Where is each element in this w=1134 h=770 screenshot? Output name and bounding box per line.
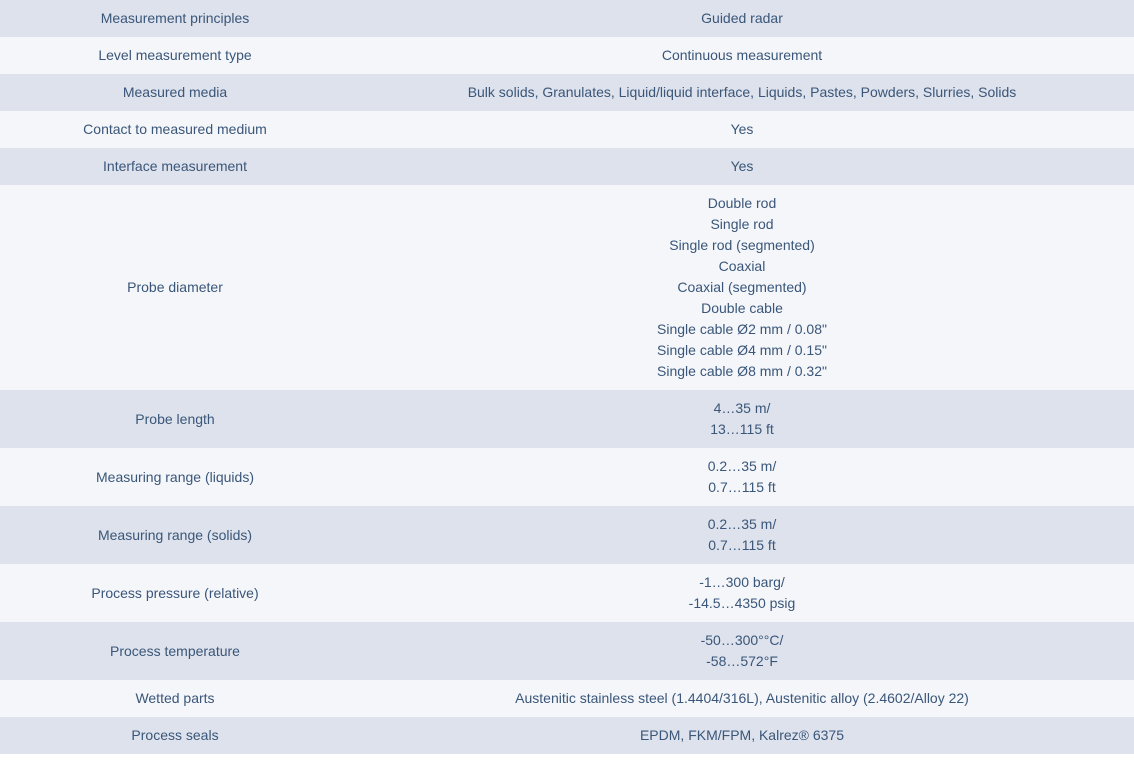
table-row: Measurement principles Guided radar (0, 0, 1134, 37)
row-value-line: 0.2…35 m/ (362, 456, 1122, 477)
row-value-line: Coaxial (segmented) (362, 277, 1122, 298)
row-value-line: -1…300 barg/ (362, 572, 1122, 593)
row-value: EPDM, FKM/FPM, Kalrez® 6375 (350, 717, 1134, 754)
table-row: Probe length4…35 m/13…115 ft (0, 390, 1134, 448)
row-value-line: -14.5…4350 psig (362, 593, 1122, 614)
row-value-line: Guided radar (362, 8, 1122, 29)
row-value: 0.2…35 m/0.7…115 ft (350, 448, 1134, 506)
spec-table-body: Measurement principles Guided radar Level … (0, 0, 1134, 754)
row-value-line: 0.7…115 ft (362, 477, 1122, 498)
table-row: Probe diameterDouble rodSingle rodSingle… (0, 185, 1134, 390)
row-value-line: Coaxial (362, 256, 1122, 277)
row-label: Process temperature (0, 622, 350, 680)
row-value: Bulk solids, Granulates, Liquid/liquid i… (350, 74, 1134, 111)
row-value: 4…35 m/13…115 ft (350, 390, 1134, 448)
row-value-line: -50…300°°C/ (362, 630, 1122, 651)
row-label: Measured media (0, 74, 350, 111)
row-value: Guided radar (350, 0, 1134, 37)
row-value-line: 13…115 ft (362, 419, 1122, 440)
row-label: Level measurement type (0, 37, 350, 74)
row-label: Measuring range (liquids) (0, 448, 350, 506)
table-row: Process pressure (relative)-1…300 barg/-… (0, 564, 1134, 622)
row-value-line: 0.7…115 ft (362, 535, 1122, 556)
row-label: Probe diameter (0, 185, 350, 390)
row-value: 0.2…35 m/0.7…115 ft (350, 506, 1134, 564)
table-row: Contact to measured medium Yes (0, 111, 1134, 148)
row-value-line: 4…35 m/ (362, 398, 1122, 419)
row-value-line: Continuous measurement (362, 45, 1122, 66)
table-row: Level measurement type Continuous measure… (0, 37, 1134, 74)
row-value: Yes (350, 111, 1134, 148)
row-value-line: Single rod (362, 214, 1122, 235)
row-value: Austenitic stainless steel (1.4404/316L)… (350, 680, 1134, 717)
row-label: Probe length (0, 390, 350, 448)
row-value-line: Yes (362, 156, 1122, 177)
row-value: -1…300 barg/-14.5…4350 psig (350, 564, 1134, 622)
row-value: Yes (350, 148, 1134, 185)
row-label: Wetted parts (0, 680, 350, 717)
row-value-line: Double rod (362, 193, 1122, 214)
row-value-line: Single rod (segmented) (362, 235, 1122, 256)
table-row: Measuring range (liquids)0.2…35 m/0.7…11… (0, 448, 1134, 506)
row-value-line: Austenitic stainless steel (1.4404/316L)… (362, 688, 1122, 709)
row-value-line: Single cable Ø4 mm / 0.15" (362, 340, 1122, 361)
row-value: Continuous measurement (350, 37, 1134, 74)
row-value-line: Single cable Ø2 mm / 0.08" (362, 319, 1122, 340)
row-label: Interface measurement (0, 148, 350, 185)
row-value: -50…300°°C/-58…572°F (350, 622, 1134, 680)
row-label: Contact to measured medium (0, 111, 350, 148)
table-row: Wetted parts Austenitic stainless steel (… (0, 680, 1134, 717)
row-value-line: -58…572°F (362, 651, 1122, 672)
row-value: Double rodSingle rodSingle rod (segmente… (350, 185, 1134, 390)
table-row: Process temperature-50…300°°C/-58…572°F (0, 622, 1134, 680)
table-row: Measuring range (solids)0.2…35 m/0.7…115… (0, 506, 1134, 564)
row-value-line: Yes (362, 119, 1122, 140)
row-label: Measuring range (solids) (0, 506, 350, 564)
row-label: Process seals (0, 717, 350, 754)
row-label: Process pressure (relative) (0, 564, 350, 622)
table-row: Interface measurement Yes (0, 148, 1134, 185)
row-value-line: EPDM, FKM/FPM, Kalrez® 6375 (362, 725, 1122, 746)
row-label: Measurement principles (0, 0, 350, 37)
row-value-line: Bulk solids, Granulates, Liquid/liquid i… (362, 82, 1122, 103)
row-value-line: Single cable Ø8 mm / 0.32" (362, 361, 1122, 382)
spec-table: Measurement principles Guided radar Level … (0, 0, 1134, 754)
table-row: Process seals EPDM, FKM/FPM, Kalrez® 6375 (0, 717, 1134, 754)
table-row: Measured media Bulk solids, Granulates, L… (0, 74, 1134, 111)
row-value-line: Double cable (362, 298, 1122, 319)
row-value-line: 0.2…35 m/ (362, 514, 1122, 535)
